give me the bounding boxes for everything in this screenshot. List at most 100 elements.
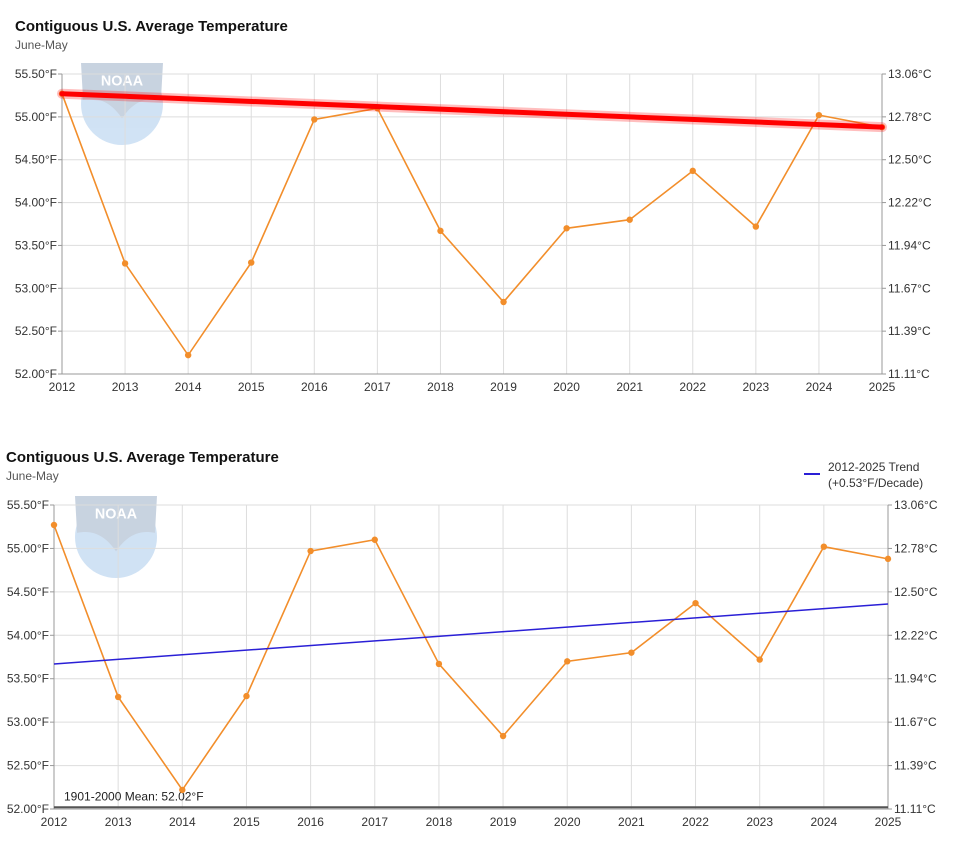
x-tick-label: 2016 [297,815,324,829]
y-tick-label-left: 54.50°F [15,153,57,167]
logo-disc [81,63,163,145]
x-tick-label: 2019 [490,815,517,829]
chart-title: Contiguous U.S. Average Temperature [15,18,288,35]
y-tick-label-left: 55.00°F [15,110,57,124]
data-point [884,555,892,563]
data-point [692,599,699,607]
data-point [307,547,314,555]
x-tick-label: 2013 [112,380,139,394]
y-tick-label-right: 12.22°C [894,628,938,642]
temperature-line [61,93,883,357]
y-tick-label-left: 54.00°F [15,196,57,210]
data-point [820,543,828,550]
x-tick-label: 2014 [169,815,196,829]
y-tick-label-left: 52.00°F [15,367,57,381]
x-tick-label: 2015 [233,815,260,829]
data-point [689,167,696,175]
data-point [114,693,122,701]
y-tick-label-right: 11.39°C [888,324,931,338]
logo-gull-shape [81,63,163,119]
data-point [437,227,444,235]
data-point [371,536,378,543]
data-point [248,259,255,266]
data-point [756,656,763,663]
noaa-logo-watermark: NOAA [81,63,163,145]
y-tick-label-right: 11.94°C [894,672,937,686]
y-tick-label-left: 54.50°F [7,585,49,599]
x-tick-label: 2018 [426,815,453,829]
x-tick-label: 2017 [364,380,391,394]
y-tick-label-left: 53.50°F [7,672,49,686]
data-point [179,786,186,794]
x-tick-label: 2024 [806,380,833,394]
x-tick-label: 2012 [49,380,76,394]
data-point [311,116,318,123]
x-tick-label: 2023 [742,380,769,394]
chart-panel-1: Contiguous U.S. Average Temperature June… [0,0,954,410]
data-point [121,260,129,267]
y-tick-label-left: 52.50°F [15,324,57,338]
data-point [243,692,250,700]
legend-label-trend: 2012-2025 Trend [828,460,919,474]
y-tick-label-right: 12.50°C [894,585,938,599]
y-tick-label-right: 11.94°C [888,238,931,252]
chart-1-svg: NOAA 52.00°F 11.11°C 52.50°F 11.39°C 53.00°F 1… [15,63,932,394]
data-point [752,223,760,230]
chart-subtitle: June-May [15,38,68,52]
y-tick-label-left: 53.50°F [15,238,57,252]
y-tick-label-left: 53.00°F [15,281,57,295]
x-tick-label: 2014 [175,380,202,394]
y-tick-label-left: 55.50°F [7,498,49,512]
data-point [563,225,570,232]
x-tick-label: 2016 [301,380,328,394]
x-tick-label: 2018 [427,380,454,394]
data-point [184,351,192,359]
data-point [628,649,635,656]
y-tick-label-left: 53.00°F [7,715,49,729]
chart-subtitle: June-May [6,469,59,483]
temperature-line [53,524,889,792]
x-tick-label: 2013 [105,815,132,829]
x-tick-label: 2020 [554,815,581,829]
y-tick-label-right: 12.50°C [888,153,932,167]
data-point [564,658,571,665]
y-tick-label-right: 13.06°C [894,498,938,512]
logo-text: NOAA [101,74,143,90]
x-tick-label: 2025 [875,815,902,829]
y-tick-label-right: 11.11°C [894,802,936,816]
y-tick-label-right: 11.39°C [894,759,937,773]
logo-gull-shape [75,496,157,552]
logo-text: NOAA [95,507,137,523]
x-tick-label: 2020 [553,380,580,394]
y-tick-label-right: 11.67°C [888,281,931,295]
data-point [435,660,443,668]
data-point [499,732,507,740]
chart-title: Contiguous U.S. Average Temperature [6,449,279,466]
y-tick-label-right: 13.06°C [888,67,932,81]
mean-line-label: 1901-2000 Mean: 52.02°F [64,789,204,803]
y-tick-label-right: 11.11°C [888,367,930,381]
noaa-logo-watermark: NOAA [75,496,157,578]
data-point [626,216,633,223]
y-tick-label-right: 11.67°C [894,715,937,729]
trend-line [53,603,889,665]
x-tick-label: 2022 [682,815,709,829]
logo-disc [75,496,157,578]
x-tick-label: 2012 [41,815,68,829]
y-tick-label-left: 55.50°F [15,67,57,81]
y-tick-label-left: 54.00°F [7,628,49,642]
x-tick-label: 2019 [490,380,517,394]
legend-sublabel-trend: (+0.53°F/Decade) [828,476,923,490]
y-tick-label-right: 12.22°C [888,196,932,210]
x-tick-label: 2015 [238,380,265,394]
x-tick-label: 2017 [361,815,388,829]
y-tick-label-left: 52.00°F [7,802,49,816]
data-point [50,521,58,529]
y-tick-label-left: 52.50°F [7,759,49,773]
x-tick-label: 2024 [810,815,837,829]
data-point [500,298,507,306]
y-tick-label-right: 12.78°C [894,541,938,555]
x-tick-label: 2022 [679,380,706,394]
x-tick-label: 2021 [616,380,643,394]
x-tick-label: 2025 [869,380,896,394]
